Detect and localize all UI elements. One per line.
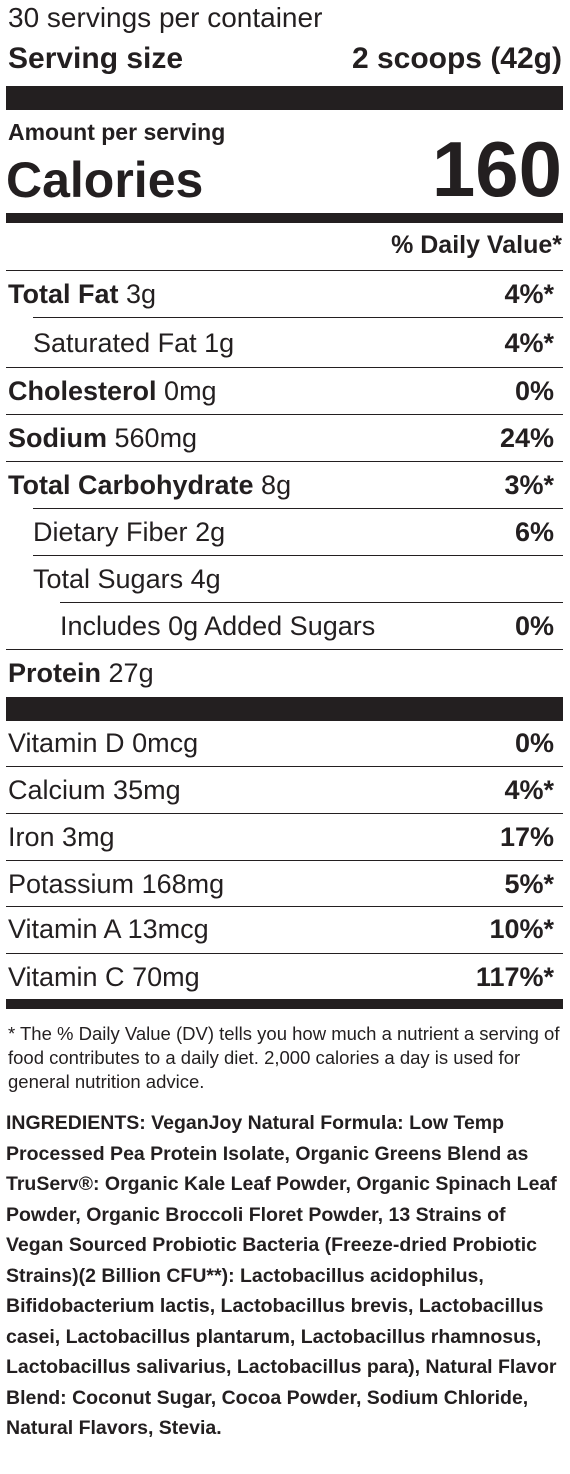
vitamin-row-vitamin-d: Vitamin D 0mcg bbox=[8, 728, 198, 758]
nutrient-row-total-fat: Total Fat 3g bbox=[8, 279, 156, 309]
row-divider bbox=[6, 860, 563, 861]
daily-value-heading: % Daily Value* bbox=[391, 231, 562, 259]
nutrient-amount: 4g bbox=[190, 564, 221, 594]
vitamin-row-calcium: Calcium 35mg bbox=[8, 775, 181, 805]
nutrient-row-dietary-fiber: Dietary Fiber 2g bbox=[33, 517, 225, 547]
vitamin-dv: 5%* bbox=[504, 869, 554, 899]
vitamin-amount: 168mg bbox=[141, 869, 225, 899]
vitamin-row-vitamin-c: Vitamin C 70mg bbox=[8, 962, 200, 992]
nutrient-amount: 0mg bbox=[164, 376, 217, 406]
vitamin-amount: 70mg bbox=[132, 962, 200, 992]
nutrient-name: Cholesterol bbox=[8, 376, 157, 406]
vitamin-name: Potassium bbox=[8, 869, 135, 899]
vitamin-name: Iron bbox=[8, 822, 55, 852]
servings-per-container: 30 servings per container bbox=[8, 2, 323, 33]
vitamin-amount: 0mcg bbox=[132, 728, 199, 758]
row-divider bbox=[6, 953, 563, 954]
nutrient-amount: 3g bbox=[126, 279, 157, 309]
nutrient-name: Total Sugars bbox=[33, 564, 184, 594]
vitamin-row-potassium: Potassium 168mg bbox=[8, 869, 224, 899]
nutrient-dv: 0% bbox=[514, 611, 554, 641]
nutrient-name: Total Fat bbox=[8, 279, 119, 309]
vitamin-amount: 35mg bbox=[113, 775, 181, 805]
vitamin-row-iron: Iron 3mg bbox=[8, 822, 115, 852]
nutrient-dv: 24% bbox=[499, 423, 554, 453]
vitamin-dv: 4%* bbox=[504, 775, 554, 805]
vitamin-amount: 13mcg bbox=[127, 914, 209, 944]
nutrient-dv: 4%* bbox=[504, 279, 554, 309]
row-divider bbox=[33, 555, 563, 556]
row-divider bbox=[6, 813, 563, 814]
nutrient-dv: 0% bbox=[514, 376, 554, 406]
row-divider bbox=[6, 649, 563, 650]
serving-size-value: 2 scoops (42g) bbox=[351, 42, 562, 75]
row-divider bbox=[6, 461, 563, 462]
row-divider bbox=[6, 414, 563, 415]
row-divider bbox=[6, 906, 563, 907]
ingredients-list: INGREDIENTS: VeganJoy Natural Formula: L… bbox=[6, 1112, 557, 1439]
nutrient-row-saturated-fat: Saturated Fat 1g bbox=[33, 328, 234, 358]
vitamin-name: Vitamin C bbox=[8, 962, 125, 992]
nutrient-amount: 27g bbox=[108, 658, 154, 688]
nutrient-dv: 6% bbox=[514, 517, 554, 547]
nutrient-row-sodium: Sodium 560mg bbox=[8, 423, 197, 453]
daily-value-footnote: * The % Daily Value (DV) tells you how m… bbox=[8, 1023, 560, 1092]
nutrient-amount: 560mg bbox=[114, 423, 198, 453]
medium-divider bbox=[6, 213, 563, 223]
nutrient-name: Protein bbox=[8, 658, 102, 688]
nutrient-amount: 1g bbox=[204, 328, 235, 358]
vitamin-amount: 3mg bbox=[62, 822, 115, 852]
nutrient-row-total-sugars: Total Sugars 4g bbox=[33, 564, 221, 594]
nutrient-name: Saturated Fat bbox=[33, 328, 197, 358]
calories-value: 160 bbox=[431, 125, 562, 213]
nutrient-name: Includes 0g Added Sugars bbox=[60, 611, 376, 641]
vitamin-row-vitamin-a: Vitamin A 13mcg bbox=[8, 914, 209, 944]
nutrient-name: Dietary Fiber bbox=[33, 517, 188, 547]
nutrient-amount: 2g bbox=[195, 517, 226, 547]
nutrient-row-protein: Protein 27g bbox=[8, 658, 154, 688]
nutrient-name: Total Carbohydrate bbox=[8, 470, 254, 500]
nutrient-dv: 3%* bbox=[504, 470, 554, 500]
serving-size-label: Serving size bbox=[8, 42, 184, 75]
nutrient-name: Sodium bbox=[8, 423, 107, 453]
row-divider bbox=[60, 602, 563, 603]
nutrient-dv: 4%* bbox=[504, 328, 554, 358]
thick-divider-top bbox=[6, 86, 563, 110]
row-divider bbox=[33, 508, 563, 509]
row-divider bbox=[33, 317, 563, 318]
vitamin-name: Vitamin D bbox=[8, 728, 125, 758]
nutrient-row-cholesterol: Cholesterol 0mg bbox=[8, 376, 217, 406]
vitamin-dv: 117%* bbox=[475, 962, 554, 992]
calories-label: Calories bbox=[6, 152, 204, 208]
thick-divider-vitamins bbox=[6, 697, 563, 721]
nutrient-amount: 8g bbox=[261, 470, 292, 500]
row-divider bbox=[6, 270, 563, 271]
vitamin-name: Calcium bbox=[8, 775, 106, 805]
vitamin-name: Vitamin A bbox=[8, 914, 121, 944]
row-divider bbox=[6, 766, 563, 767]
vitamin-dv: 10%* bbox=[489, 914, 554, 944]
amount-per-serving: Amount per serving bbox=[8, 119, 226, 145]
vitamin-dv: 0% bbox=[514, 728, 554, 758]
row-divider bbox=[6, 367, 563, 368]
medium-divider-bottom bbox=[6, 999, 563, 1009]
vitamin-dv: 17% bbox=[499, 822, 554, 852]
nutrient-row-added-sugars: Includes 0g Added Sugars bbox=[60, 611, 375, 641]
nutrient-row-total-carbohydrate: Total Carbohydrate 8g bbox=[8, 470, 291, 500]
